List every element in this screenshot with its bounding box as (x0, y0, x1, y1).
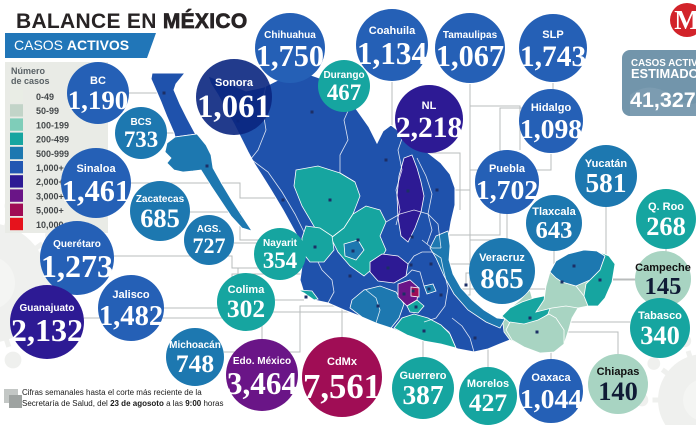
svg-text:140: 140 (598, 376, 638, 406)
svg-text:Guerrero: Guerrero (399, 370, 446, 382)
svg-text:865: 865 (480, 263, 524, 295)
svg-text:Coahuila: Coahuila (369, 25, 416, 37)
svg-text:1,273: 1,273 (41, 248, 113, 284)
svg-text:354: 354 (263, 248, 298, 273)
svg-text:Edo. México: Edo. México (233, 356, 291, 367)
svg-text:Colima: Colima (228, 284, 266, 296)
svg-text:1,061: 1,061 (197, 89, 271, 125)
svg-text:Michoacán: Michoacán (169, 340, 221, 351)
svg-text:Puebla: Puebla (489, 163, 526, 175)
svg-text:10,000+: 10,000+ (36, 220, 69, 230)
svg-text:0-49: 0-49 (36, 92, 54, 102)
svg-text:581: 581 (586, 168, 627, 198)
svg-text:302: 302 (227, 294, 265, 323)
svg-text:1,702: 1,702 (476, 174, 538, 205)
svg-text:1,461: 1,461 (62, 174, 130, 208)
svg-text:427: 427 (469, 388, 508, 417)
svg-text:Morelos: Morelos (467, 378, 509, 390)
svg-text:1,743: 1,743 (520, 41, 586, 73)
svg-text:2,000+: 2,000+ (36, 177, 64, 187)
svg-text:387: 387 (403, 380, 444, 410)
svg-text:1,098: 1,098 (520, 113, 582, 144)
svg-text:41,327: 41,327 (630, 88, 696, 112)
svg-text:Secretaría de Salud, del 23 de: Secretaría de Salud, del 23 de agosoto a… (22, 399, 223, 408)
svg-text:Campeche: Campeche (635, 262, 691, 274)
svg-text:CdMx: CdMx (327, 356, 358, 368)
svg-text:Número: Número (11, 66, 46, 76)
svg-text:Tlaxcala: Tlaxcala (532, 206, 576, 218)
svg-text:7,561: 7,561 (303, 367, 381, 406)
svg-text:Veracruz: Veracruz (479, 252, 525, 264)
svg-text:467: 467 (327, 80, 361, 105)
svg-text:Durango: Durango (323, 70, 364, 81)
svg-text:2,132: 2,132 (11, 312, 83, 348)
svg-text:M: M (674, 5, 696, 35)
svg-text:Tamaulipas: Tamaulipas (443, 30, 498, 41)
svg-text:Q. Roo: Q. Roo (648, 201, 684, 213)
svg-text:3,464: 3,464 (227, 366, 298, 401)
svg-text:BALANCE EN MÉXICO: BALANCE EN MÉXICO (16, 10, 247, 33)
svg-text:BC: BC (90, 75, 106, 87)
svg-text:268: 268 (646, 211, 686, 241)
svg-text:3,000+: 3,000+ (36, 191, 64, 201)
svg-text:ESTIMADOS: ESTIMADOS (631, 66, 696, 81)
svg-text:Zacatecas: Zacatecas (136, 194, 185, 205)
svg-text:2,218: 2,218 (396, 112, 462, 144)
svg-text:Cifras semanales hasta el cort: Cifras semanales hasta el corte más reci… (22, 388, 202, 397)
svg-text:Jalisco: Jalisco (112, 289, 150, 301)
svg-text:AGS.: AGS. (197, 224, 222, 235)
svg-text:Querétaro: Querétaro (53, 239, 101, 250)
svg-text:CASOS ACTIVOS: CASOS ACTIVOS (14, 37, 129, 53)
svg-text:Hidalgo: Hidalgo (531, 102, 572, 114)
svg-text:727: 727 (193, 233, 226, 258)
svg-text:5,000+: 5,000+ (36, 206, 64, 216)
svg-text:643: 643 (536, 217, 573, 244)
svg-text:1,067: 1,067 (436, 39, 504, 73)
svg-text:733: 733 (124, 127, 158, 152)
svg-text:Oaxaca: Oaxaca (531, 372, 571, 384)
svg-text:Sonora: Sonora (215, 77, 254, 89)
svg-text:Guanajuato: Guanajuato (19, 303, 74, 314)
svg-text:1,190: 1,190 (68, 85, 129, 115)
svg-text:100-199: 100-199 (36, 120, 69, 130)
svg-text:BCS: BCS (130, 117, 151, 128)
svg-text:145: 145 (645, 273, 682, 300)
svg-text:NL: NL (422, 100, 437, 112)
svg-text:1,134: 1,134 (357, 36, 428, 71)
svg-text:748: 748 (176, 349, 214, 378)
svg-text:Yucatán: Yucatán (585, 158, 627, 170)
svg-text:685: 685 (140, 203, 180, 233)
svg-text:Tabasco: Tabasco (638, 310, 682, 322)
svg-text:CASOS ACTIVOS: CASOS ACTIVOS (631, 58, 696, 69)
svg-text:1,000+: 1,000+ (36, 163, 64, 173)
svg-text:Sinaloa: Sinaloa (76, 163, 116, 175)
svg-text:1,750: 1,750 (256, 39, 324, 73)
svg-text:Chihuahua: Chihuahua (264, 30, 316, 41)
svg-text:500-999: 500-999 (36, 149, 69, 159)
svg-text:200-499: 200-499 (36, 135, 69, 145)
svg-text:de casos: de casos (11, 76, 50, 86)
svg-text:Nayarit: Nayarit (263, 238, 298, 249)
svg-text:SLP: SLP (542, 29, 563, 41)
svg-text:1,482: 1,482 (99, 301, 163, 332)
svg-text:Chiapas: Chiapas (597, 366, 640, 378)
svg-text:340: 340 (640, 320, 680, 350)
svg-text:1,044: 1,044 (520, 383, 582, 414)
svg-text:50-99: 50-99 (36, 106, 59, 116)
